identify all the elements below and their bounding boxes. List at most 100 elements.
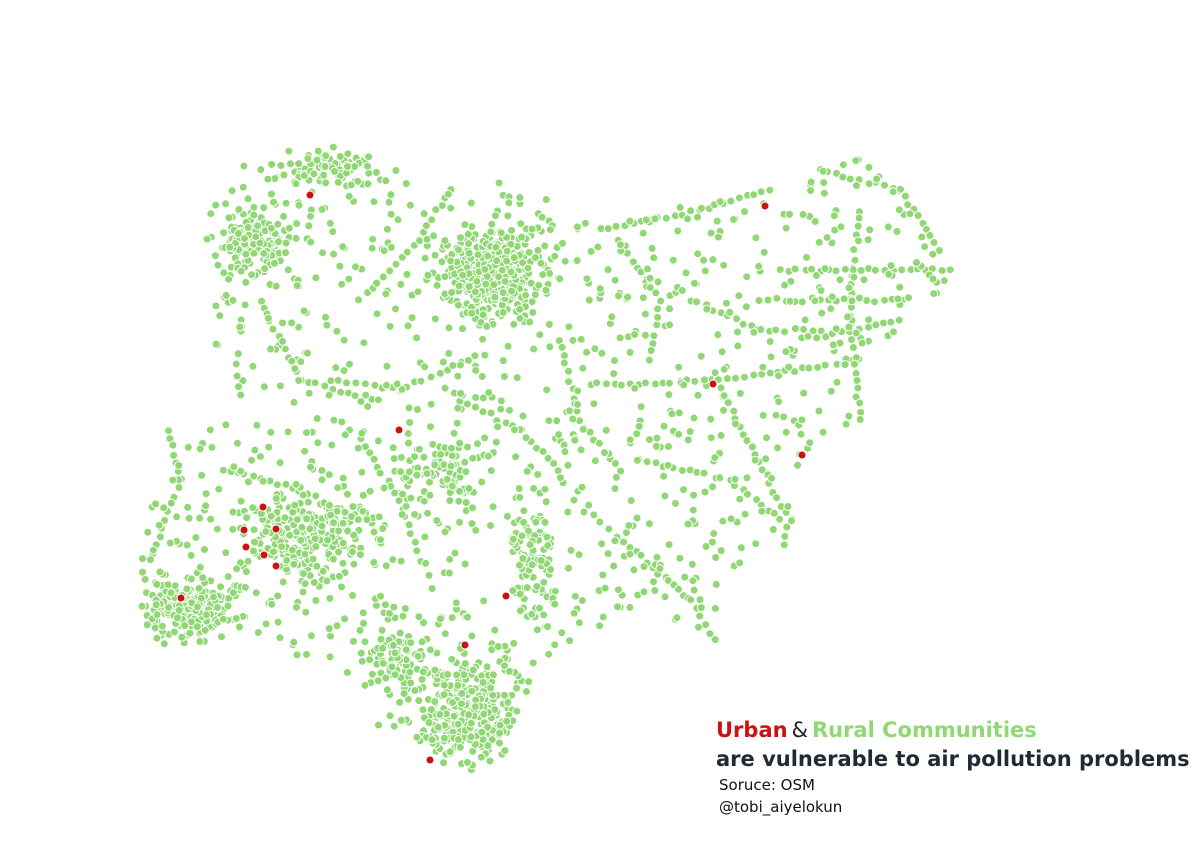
rural-point	[467, 631, 477, 641]
rural-point	[447, 613, 457, 623]
rural-point	[239, 161, 249, 171]
rural-point	[716, 546, 726, 556]
rural-point	[500, 746, 510, 756]
rural-point	[259, 382, 269, 392]
rural-point	[183, 442, 193, 452]
rural-point	[447, 481, 457, 491]
rural-point	[903, 200, 913, 210]
rural-point	[381, 289, 391, 299]
rural-point	[328, 227, 338, 237]
rural-point	[187, 617, 196, 627]
rural-point	[317, 475, 327, 485]
rural-point	[396, 279, 406, 289]
rural-point	[338, 473, 348, 483]
rural-point	[610, 275, 620, 285]
rural-point	[338, 518, 348, 528]
rural-point	[639, 562, 649, 572]
rural-point	[259, 248, 269, 258]
rural-point	[458, 324, 467, 334]
rural-point	[445, 554, 455, 564]
rural-point	[603, 265, 613, 275]
rural-point	[420, 532, 430, 542]
rural-point	[854, 236, 863, 246]
rural-point	[674, 584, 683, 594]
rural-point	[152, 633, 162, 643]
rural-point	[460, 659, 470, 669]
rural-point	[432, 516, 442, 526]
rural-point	[344, 191, 354, 201]
rural-point	[463, 612, 472, 622]
rural-point	[757, 506, 767, 516]
rural-point	[557, 342, 567, 352]
rural-point	[247, 270, 257, 280]
rural-point	[424, 718, 434, 728]
rural-point	[397, 510, 407, 519]
rural-point	[515, 304, 525, 314]
rural-point	[362, 515, 372, 525]
rural-point	[440, 527, 450, 537]
rural-point	[495, 728, 505, 738]
rural-point	[344, 274, 354, 284]
rural-point	[311, 542, 321, 552]
rural-point	[385, 711, 395, 721]
rural-point	[740, 509, 750, 519]
rural-point	[539, 577, 549, 587]
rural-point	[471, 525, 481, 535]
rural-point	[771, 410, 781, 420]
rural-point	[852, 376, 862, 385]
rural-point	[603, 549, 613, 559]
rural-point	[780, 327, 790, 337]
rural-point	[604, 524, 614, 534]
rural-point	[742, 436, 752, 446]
rural-point	[446, 461, 456, 471]
rural-point	[241, 249, 251, 259]
rural-point	[200, 545, 209, 554]
rural-point	[870, 297, 879, 307]
rural-point	[787, 516, 796, 526]
rural-point	[709, 529, 719, 538]
rural-point	[143, 527, 153, 537]
rural-point	[797, 297, 807, 307]
rural-point	[674, 429, 684, 439]
rural-point	[735, 494, 745, 504]
rural-point	[632, 429, 642, 439]
rural-point	[541, 195, 551, 204]
rural-point	[273, 617, 283, 627]
rural-point	[517, 232, 527, 242]
rural-point	[297, 522, 307, 532]
rural-point	[630, 383, 640, 393]
rural-point	[697, 203, 706, 213]
rural-point	[602, 379, 611, 389]
rural-point	[310, 534, 320, 544]
rural-point	[225, 242, 235, 252]
rural-point	[582, 347, 592, 357]
urban-point	[797, 450, 807, 460]
rural-point	[659, 421, 669, 431]
rural-point	[769, 508, 779, 518]
rural-point	[351, 262, 360, 272]
rural-point	[334, 526, 344, 536]
rural-point	[317, 521, 327, 531]
rural-point	[761, 454, 771, 464]
rural-point	[656, 296, 666, 306]
rural-point	[463, 355, 473, 365]
rural-point	[850, 359, 859, 369]
rural-point	[231, 359, 241, 369]
rural-point	[412, 405, 422, 414]
rural-point	[632, 455, 642, 465]
rural-point	[447, 451, 457, 461]
rural-point	[444, 349, 454, 358]
rural-point	[461, 467, 471, 477]
rural-point	[184, 513, 194, 523]
rural-point	[355, 550, 365, 560]
rural-point	[300, 579, 310, 589]
rural-point	[363, 402, 373, 411]
rural-point	[340, 614, 350, 624]
rural-point	[690, 278, 699, 288]
rural-point	[240, 300, 250, 310]
rural-point	[168, 475, 178, 485]
rural-point	[195, 513, 205, 523]
rural-point	[166, 498, 176, 508]
rural-point	[530, 253, 540, 263]
rural-point	[312, 155, 322, 165]
